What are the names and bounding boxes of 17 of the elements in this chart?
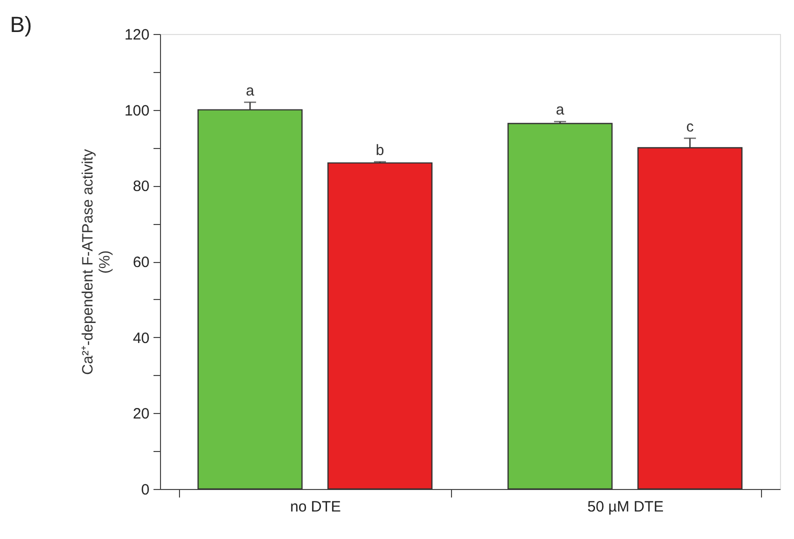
bar: [327, 162, 433, 490]
annotation: a: [246, 82, 255, 100]
y-tick-label: 80: [132, 178, 150, 196]
y-tick-label: 100: [124, 102, 150, 120]
x-tick-label: no DTE: [290, 498, 341, 516]
y-tick-label: 20: [132, 406, 150, 423]
chart-title: B): [10, 12, 32, 37]
y-tick-label: 40: [132, 330, 150, 347]
y-tick-label: 0: [141, 482, 150, 498]
y-tick-label: 60: [132, 254, 150, 271]
x-tick-label: 50 µM DTE: [587, 498, 664, 516]
y-tick-label: 120: [124, 26, 150, 44]
annotation: a: [556, 102, 565, 119]
annotation: b: [376, 142, 384, 159]
bar: [507, 122, 613, 490]
y-axis-title: Ca²⁺-dependent F-ATPase activity (%): [79, 148, 114, 375]
annotation: c: [686, 118, 694, 136]
